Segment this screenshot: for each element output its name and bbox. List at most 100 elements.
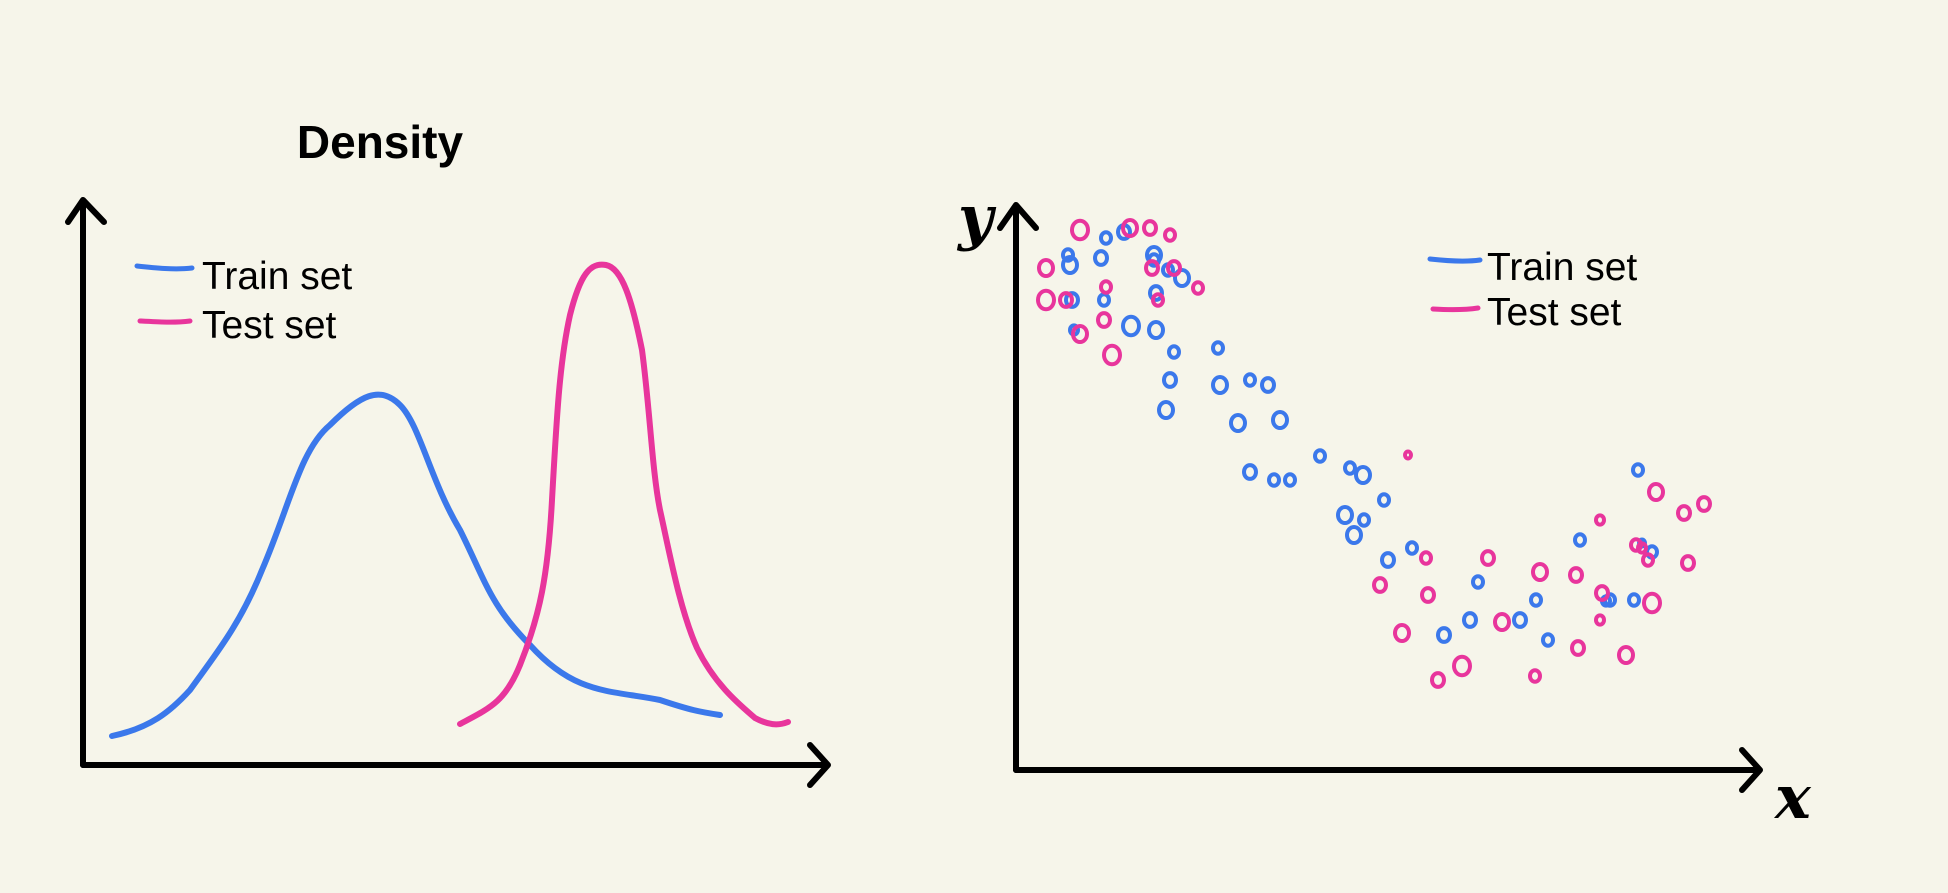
test-point [1121, 217, 1139, 239]
train-point [1377, 492, 1391, 508]
test-point [1594, 513, 1606, 527]
train-legend-swatch [134, 263, 195, 272]
density-x-axis [80, 742, 831, 788]
test-point [1071, 323, 1089, 345]
test-point [1594, 613, 1606, 627]
train-point [1064, 291, 1080, 309]
test-point [1151, 292, 1165, 308]
train-point [1093, 249, 1109, 267]
test-point [1036, 288, 1056, 312]
train-point [1147, 319, 1165, 341]
train-legend-swatch [1427, 256, 1483, 264]
test-density-curve [457, 261, 791, 728]
train-point [1243, 372, 1257, 388]
train-point [1167, 344, 1181, 360]
train-point [1157, 399, 1175, 421]
test-point [1403, 449, 1413, 461]
test-legend-swatch [137, 318, 193, 325]
test-point [1696, 495, 1712, 513]
test-points [1036, 217, 1712, 689]
train-point [1313, 448, 1327, 464]
train-point [1405, 540, 1419, 556]
train-point [1283, 472, 1297, 488]
density-legend: Train set Test set [134, 255, 352, 347]
train-point [1541, 632, 1555, 648]
test-legend-label: Test set [202, 304, 337, 347]
test-point [1641, 552, 1655, 568]
train-point [1354, 464, 1372, 486]
test-point [1166, 259, 1182, 277]
train-point [1242, 463, 1258, 481]
train-density-curve [109, 391, 723, 739]
train-point [1173, 267, 1191, 289]
test-point [1142, 219, 1158, 237]
train-point [1345, 524, 1363, 546]
test-point [1070, 218, 1090, 242]
train-point [1260, 376, 1276, 394]
test-point [1144, 259, 1160, 277]
train-point [1436, 626, 1452, 644]
test-point [1642, 591, 1662, 615]
train-point [1061, 254, 1079, 276]
test-legend-label: Test set [1487, 291, 1622, 334]
scatter-x-axis [1013, 747, 1763, 793]
test-legend-swatch [1430, 305, 1481, 313]
train-point [1380, 551, 1396, 569]
test-point [1617, 644, 1635, 666]
test-point [1430, 671, 1446, 689]
train-point [1357, 512, 1371, 528]
test-point [1568, 566, 1584, 584]
test-point [1037, 257, 1055, 279]
train-point [1099, 230, 1113, 246]
train-point [1229, 412, 1247, 434]
train-point [1573, 532, 1587, 548]
train-point [1148, 284, 1164, 302]
test-point [1419, 550, 1433, 566]
test-point [1372, 576, 1388, 594]
test-point [1393, 622, 1411, 644]
train-legend-label: Train set [202, 255, 352, 298]
test-point [1452, 654, 1472, 678]
train-point [1462, 611, 1478, 629]
test-point [1099, 279, 1113, 295]
train-point [1336, 504, 1354, 526]
train-point [1271, 409, 1289, 431]
scatter-legend: Train set Test set [1427, 246, 1637, 334]
train-point [1061, 247, 1075, 263]
x-axis-label: x [1773, 763, 1812, 833]
train-point [1512, 611, 1528, 629]
train-point [1211, 340, 1225, 356]
scatter-y-axis [997, 202, 1039, 773]
train-point [1267, 472, 1281, 488]
test-point [1096, 311, 1112, 329]
test-point [1163, 227, 1177, 243]
test-point [1480, 549, 1496, 567]
test-point [1636, 541, 1648, 555]
test-point [1531, 561, 1549, 583]
test-point [1570, 639, 1586, 657]
test-point [1594, 584, 1610, 602]
train-point [1121, 314, 1141, 338]
train-point [1631, 462, 1645, 478]
density-title: Density [297, 116, 464, 168]
y-axis-label: y [956, 183, 997, 253]
train-legend-label: Train set [1487, 246, 1637, 289]
train-point [1097, 292, 1111, 308]
test-point [1102, 343, 1122, 367]
train-point [1627, 592, 1641, 608]
test-point [1680, 554, 1696, 572]
density-y-axis [65, 197, 107, 768]
scatter-panel: y x Train set Test set [956, 183, 1812, 833]
test-point [1420, 586, 1436, 604]
test-point [1528, 668, 1542, 684]
density-panel: Density Train set Test set [65, 116, 831, 788]
train-point [1211, 374, 1229, 396]
test-point [1191, 280, 1205, 296]
test-point [1676, 504, 1692, 522]
train-point [1529, 592, 1543, 608]
train-point [1343, 460, 1357, 476]
test-point [1058, 291, 1074, 309]
test-point [1493, 611, 1511, 633]
train-point [1162, 371, 1178, 389]
